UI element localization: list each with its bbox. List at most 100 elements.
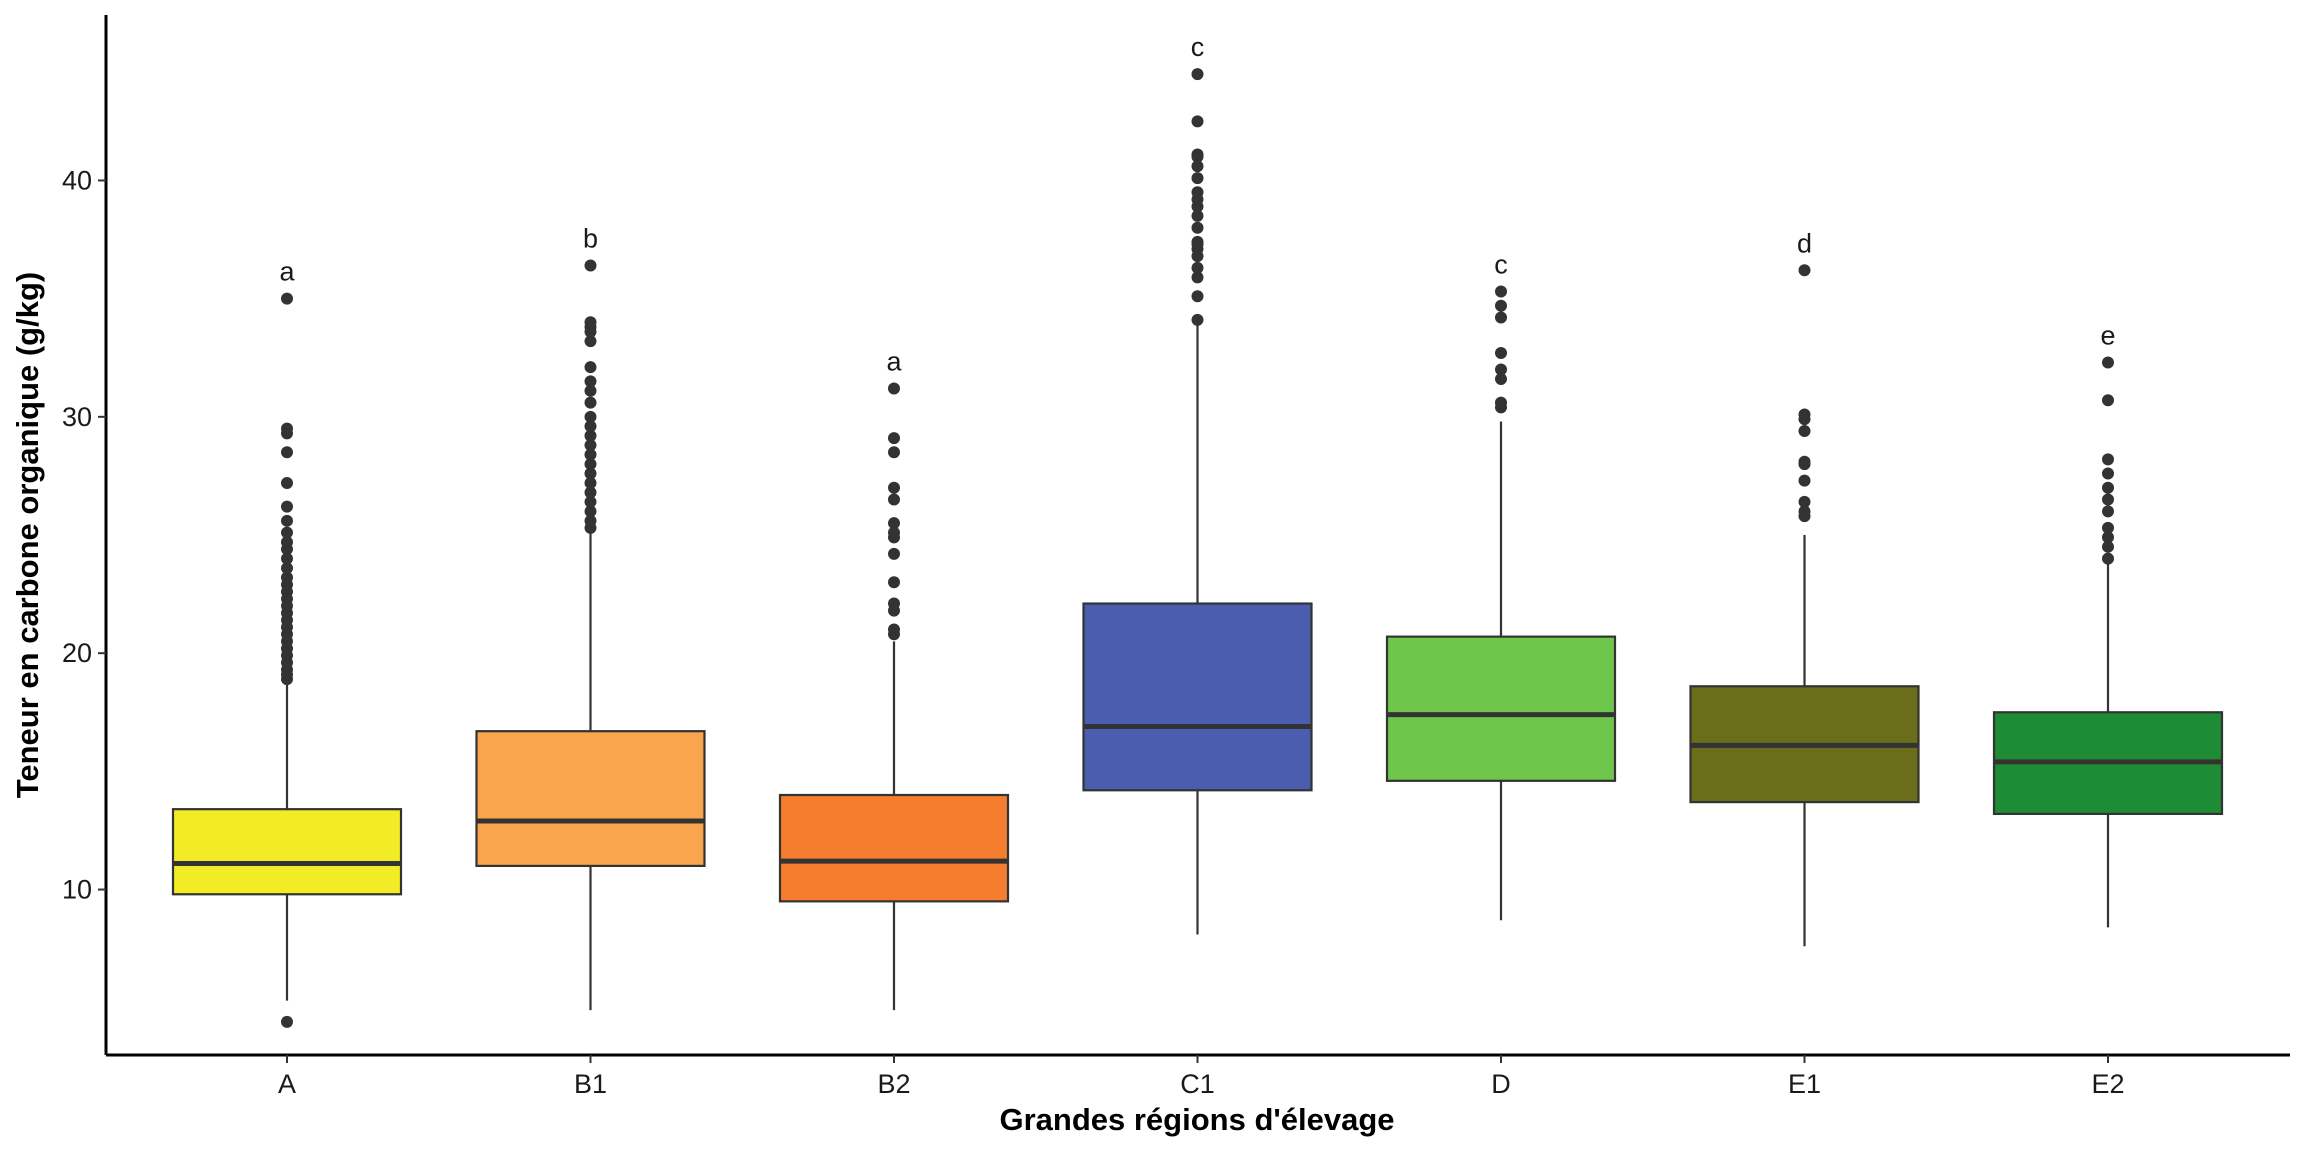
significance-label: a xyxy=(279,257,295,287)
outlier-point xyxy=(281,422,293,435)
significance-label: c xyxy=(1191,32,1205,62)
x-axis-title: Grandes régions d'élevage xyxy=(999,1102,1394,1137)
outlier-point xyxy=(2102,505,2114,518)
outlier-point xyxy=(888,623,900,636)
outlier-point xyxy=(584,448,597,461)
box-group-a: a xyxy=(171,257,403,1028)
outlier-point xyxy=(281,500,293,513)
boxes: a b a c c d e xyxy=(171,32,2224,1028)
outlier-point xyxy=(2102,394,2114,407)
outlier-point xyxy=(584,439,597,452)
outlier-point xyxy=(584,316,597,329)
y-tick-label: 20 xyxy=(62,638,92,668)
outlier-point xyxy=(1495,299,1507,312)
outlier-point xyxy=(1798,264,1811,277)
outlier-point xyxy=(1191,221,1204,234)
outlier-point xyxy=(584,477,597,489)
x-tick-label: A xyxy=(278,1069,296,1099)
outlier-point xyxy=(281,552,293,565)
outlier-point xyxy=(888,597,900,610)
x-tick-label: E1 xyxy=(1788,1069,1821,1099)
box-group-d: c xyxy=(1385,250,1617,921)
outlier-point xyxy=(1191,290,1204,303)
significance-label: b xyxy=(583,224,598,254)
outlier-point xyxy=(584,335,597,348)
outlier-point xyxy=(1191,148,1204,161)
outlier-point xyxy=(888,382,900,395)
axes: 10 20 30 40 A B1 B2 C1 D E1 E2 xyxy=(62,15,2290,1099)
outlier-point xyxy=(1495,347,1507,359)
outlier-point xyxy=(1495,363,1507,376)
outlier-point xyxy=(584,505,597,518)
x-tick-label: D xyxy=(1491,1069,1511,1099)
box-group-e1: d xyxy=(1689,228,1920,947)
significance-label: a xyxy=(886,346,902,376)
outlier-point xyxy=(281,292,293,305)
x-tick-label: B2 xyxy=(877,1069,910,1099)
outlier-point xyxy=(584,375,597,388)
outlier-point xyxy=(584,486,597,499)
outlier-point xyxy=(888,481,900,494)
outlier-point xyxy=(2102,540,2114,553)
x-tick-label: E2 xyxy=(2091,1069,2124,1099)
outlier-point xyxy=(2102,552,2114,565)
outlier-point xyxy=(1191,115,1204,128)
outlier-point xyxy=(888,493,900,506)
outlier-point xyxy=(281,526,293,539)
outlier-point xyxy=(2102,356,2114,369)
outlier-point xyxy=(1798,474,1811,487)
outlier-point xyxy=(888,526,900,539)
outlier-point xyxy=(1191,235,1204,248)
outlier-point xyxy=(584,259,597,272)
outlier-point xyxy=(1495,373,1507,385)
outlier-point xyxy=(584,429,597,442)
outlier-point xyxy=(2102,493,2114,506)
outlier-point xyxy=(1191,186,1204,199)
outlier-point xyxy=(1191,261,1204,274)
significance-label: c xyxy=(1494,250,1508,280)
outlier-point xyxy=(281,446,293,459)
box xyxy=(171,808,403,896)
outlier-point xyxy=(1495,311,1507,324)
outlier-point xyxy=(281,536,293,549)
significance-label: d xyxy=(1797,228,1812,258)
box-group-e2: e xyxy=(1992,320,2224,928)
significance-label: e xyxy=(2100,320,2115,350)
box-group-c1: c xyxy=(1082,32,1313,935)
x-tick-label: C1 xyxy=(1180,1069,1215,1099)
outlier-point xyxy=(281,514,293,527)
outlier-point xyxy=(1191,313,1204,326)
outlier-point xyxy=(1798,455,1811,468)
outlier-point xyxy=(1191,271,1204,284)
outlier-point xyxy=(281,562,293,575)
outlier-point xyxy=(584,514,597,527)
box xyxy=(1082,602,1313,792)
y-tick-label: 10 xyxy=(62,875,92,905)
outlier-point xyxy=(1191,209,1204,222)
outlier-point xyxy=(2102,521,2114,534)
outlier-point xyxy=(888,576,900,589)
outlier-point xyxy=(888,432,900,445)
outlier-point xyxy=(584,420,597,433)
outlier-point xyxy=(1495,396,1507,409)
outlier-point xyxy=(584,396,597,409)
y-axis-title: Teneur en carbone organique (g/kg) xyxy=(10,272,45,799)
outlier-point xyxy=(1191,160,1204,173)
y-tick-label: 40 xyxy=(62,165,92,195)
outlier-point xyxy=(584,361,597,374)
outlier-point xyxy=(1191,68,1204,81)
outlier-point xyxy=(1798,425,1811,437)
outlier-point xyxy=(281,1015,293,1028)
outlier-point xyxy=(1495,285,1507,298)
outlier-point xyxy=(584,384,597,397)
outlier-point xyxy=(1191,172,1204,185)
outlier-point xyxy=(2102,481,2114,494)
outlier-point xyxy=(281,477,293,489)
outlier-point xyxy=(888,547,900,560)
outlier-point xyxy=(584,467,597,480)
outlier-point xyxy=(584,458,597,471)
box xyxy=(475,730,706,868)
box-group-b1: b xyxy=(475,224,706,1011)
